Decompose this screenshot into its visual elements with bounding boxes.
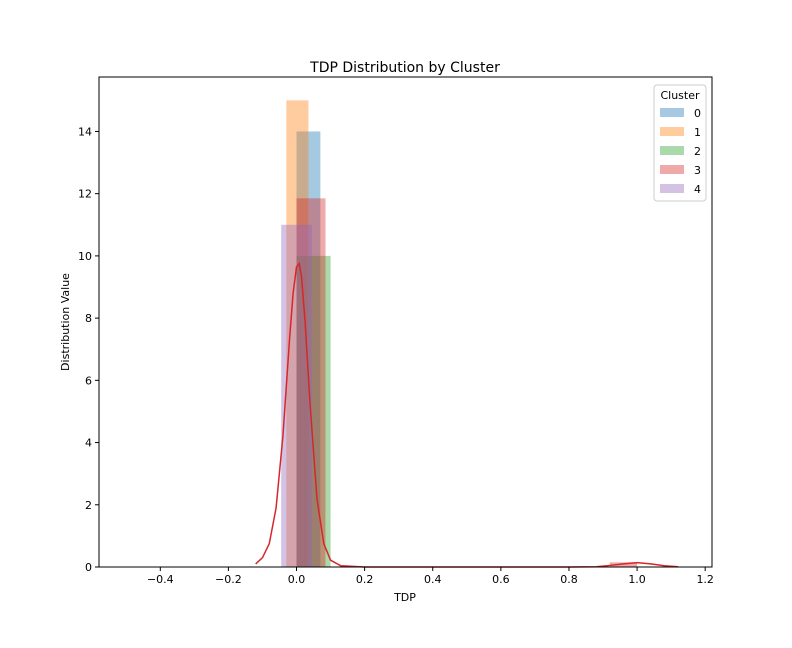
legend-label-cluster-3: 3 [694,164,701,177]
legend-label-cluster-0: 0 [694,107,701,120]
legend-title: Cluster [660,89,700,102]
legend-swatch-cluster-4 [660,184,684,193]
x-tick-label: 0.4 [424,573,442,586]
legend-swatch-cluster-1 [660,127,684,136]
x-axis-label: TDP [393,591,416,604]
y-tick-label: 4 [85,437,92,450]
legend-swatch-cluster-3 [660,165,684,174]
legend-label-cluster-1: 1 [694,126,701,139]
y-tick-label: 8 [85,312,92,325]
histogram-bar-cluster-1 [286,100,309,567]
x-tick-label: 0.0 [288,573,306,586]
legend-swatch-cluster-2 [660,146,684,155]
y-axis-label: Distribution Value [59,273,72,371]
y-tick-label: 12 [78,188,92,201]
histogram-bar-cluster-3 [296,198,326,568]
y-tick-label: 10 [78,250,92,263]
histogram-bar-cluster-3-1 [609,562,638,567]
y-tick-label: 0 [85,561,92,574]
x-tick-label: 1.0 [628,573,646,586]
legend-frame [653,84,707,202]
kde-line-cluster-3 [255,261,678,568]
x-tick-label: 1.2 [696,573,714,586]
y-tick-label: 14 [78,125,92,138]
legend-label-cluster-2: 2 [694,145,701,158]
y-tick-label: 6 [85,374,92,387]
x-tick-label: −0.2 [215,573,242,586]
legend: Cluster 0 1 2 3 4 [653,84,707,202]
chart-title: TDP Distribution by Cluster [309,60,500,76]
axes-frame [98,76,713,568]
histogram-bar-cluster-2 [296,255,331,567]
legend-label-cluster-4: 4 [694,183,701,196]
legend-swatch-cluster-0 [660,108,684,117]
x-tick-label: 0.2 [356,573,374,586]
x-tick-label: −0.4 [147,573,174,586]
x-tick-label: 0.8 [560,573,578,586]
x-tick-label: 0.6 [492,573,510,586]
y-tick-label: 2 [85,499,92,512]
